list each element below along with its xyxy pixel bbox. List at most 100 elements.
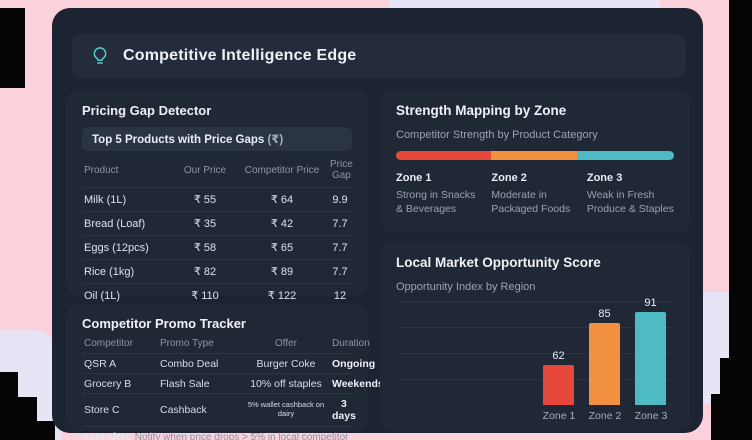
product-cell: Oil (1L) [84,289,121,302]
zone-name: Zone 3 [586,172,623,184]
product-cell: Rice (1kg) [84,265,135,278]
zone-name: Zone 1 [396,172,432,184]
our-price-cell: ₹ 55 [193,194,217,206]
zone2-bar [589,323,620,405]
gridline [396,379,674,380]
offer-cell: 5% wallet cashback on dairy [240,400,332,419]
competitor-price-cell: ₹ 122 [267,290,297,302]
competitor-price-cell: ₹ 64 [270,194,294,206]
pricing-caption-text: Top 5 Products with Price Gaps [92,134,265,146]
zone1-segment [396,151,491,160]
our-price-cell: ₹ 35 [193,218,217,230]
competitor-price-cell: ₹ 89 [270,266,294,278]
opportunity-panel-subtitle: Opportunity Index by Region [396,281,536,293]
pricing-panel-title: Pricing Gap Detector [82,103,212,118]
opportunity-panel-title: Local Market Opportunity Score [396,255,601,270]
decorative-black-step-right-2 [711,394,752,440]
zone-description: Strong in Snacks & Beverages [396,189,476,216]
zone-legend-item: Zone 3 Weak in Fresh Produce & Staples [587,172,674,216]
auto-alert-text: Notify when price drops > 5% in local co… [132,432,349,440]
offer-cell-text: 5% wallet cashback on dairy [247,399,325,419]
zone3-segment [576,151,674,160]
page-title: Competitive Intelligence Edge [123,47,357,64]
gridline [396,301,674,302]
product-cell: Eggs (12pcs) [84,241,149,254]
table-row: Grocery B Flash Sale 10% off staples Wee… [82,373,384,393]
competitor-price-cell: ₹ 65 [270,242,294,254]
opportunity-bar-chart: 62 85 91 [396,297,674,405]
column-header: Competitor [84,338,133,349]
competitor-cell: Store C [84,403,120,416]
product-cell: Bread (Loaf) [84,217,146,230]
zone-name: Zone 2 [491,172,527,184]
bar-item: 85 [589,308,620,405]
zone-legend: Zone 1 Strong in Snacks & Beverages Zone… [396,172,674,216]
bar-item: 62 [543,350,574,405]
table-row: Store C Cashback 5% wallet cashback on d… [82,393,356,425]
price-gap-cell: 12 [333,289,347,302]
lightbulb-icon [89,45,111,67]
app-header: Competitive Intelligence Edge [72,34,686,78]
price-gap-cell: 7.7 [332,217,348,230]
bar-value-label: 85 [598,308,611,320]
pricing-gap-panel: Pricing Gap Detector Top 5 Products with… [66,90,368,302]
duration-cell: Weekends [332,377,384,390]
promo-type-cell: Flash Sale [160,377,210,390]
opportunity-score-panel: Local Market Opportunity Score Opportuni… [380,242,690,431]
bar-value-label: 91 [644,297,657,309]
promo-table-header: Competitor Promo Type Offer Duration [82,331,370,353]
auto-alert-label: Auto alert: [82,432,132,440]
table-row: Oil (1L) ₹ 110 ₹ 122 12 [82,283,352,307]
bar-category-labels: Zone 1 Zone 2 Zone 3 [396,410,674,422]
zone2-segment [490,151,577,160]
category-label: Zone 1 [542,410,576,422]
column-header: Price Gap [330,159,353,181]
gridline [396,327,674,328]
category-label: Zone 2 [588,410,622,422]
zone-description: Moderate in Packaged Foods [491,189,571,216]
table-row: Milk (1L) ₹ 55 ₹ 64 9.9 [82,187,352,211]
strength-panel-title: Strength Mapping by Zone [396,103,567,118]
price-gap-cell: 7.7 [332,241,348,254]
zone-legend-item: Zone 1 Strong in Snacks & Beverages [396,172,481,216]
price-gap-cell: 7.7 [332,265,348,278]
decorative-black-right-column [729,0,752,440]
pricing-caption-currency: (₹) [264,134,284,146]
dashboard-card: Competitive Intelligence Edge Pricing Ga… [52,8,703,440]
price-gap-cell: 9.9 [332,193,348,206]
product-cell: Milk (1L) [84,193,127,206]
our-price-cell: ₹ 58 [193,242,217,254]
zone-legend-item: Zone 2 Moderate in Packaged Foods [491,172,576,216]
zone-strength-bar [396,151,674,160]
competitor-cell: QSR A [84,357,117,370]
column-header: Duration [332,338,370,349]
zone-description: Weak in Fresh Produce & Staples [586,189,674,216]
decorative-black-top-left [0,8,25,88]
gridline [396,353,674,354]
table-row: Rice (1kg) ₹ 82 ₹ 89 7.7 [82,259,352,283]
our-price-cell: ₹ 110 [191,290,219,302]
table-row: QSR A Combo Deal Burger Coke Ongoing [82,353,375,373]
strength-panel-subtitle: Competitor Strength by Product Category [396,129,598,141]
zone1-bar [543,365,574,405]
promo-tracker-panel: Competitor Promo Tracker Competitor Prom… [66,305,384,440]
category-label: Zone 3 [634,410,668,422]
our-price-cell: ₹ 82 [193,266,217,278]
duration-cell: 3 days [332,397,356,422]
zone3-bar [635,312,666,405]
promo-type-cell: Cashback [160,403,207,416]
table-row: Bread (Loaf) ₹ 35 ₹ 42 7.7 [82,211,352,235]
column-header: Promo Type [160,338,214,349]
decorative-lavender-top [390,0,660,10]
pricing-table-caption: Top 5 Products with Price Gaps (₹) [82,127,352,151]
competitor-price-cell: ₹ 42 [270,218,294,230]
bar-value-label: 62 [552,350,565,362]
competitor-cell: Grocery B [84,377,132,390]
pricing-table-header: Product Our Price Competitor Price Price… [82,151,353,187]
promo-type-cell: Combo Deal [160,357,219,370]
duration-cell: Ongoing [332,357,376,370]
column-header: Product [84,164,119,176]
column-header: Competitor Price [244,164,320,176]
column-header: Our Price [183,164,227,176]
